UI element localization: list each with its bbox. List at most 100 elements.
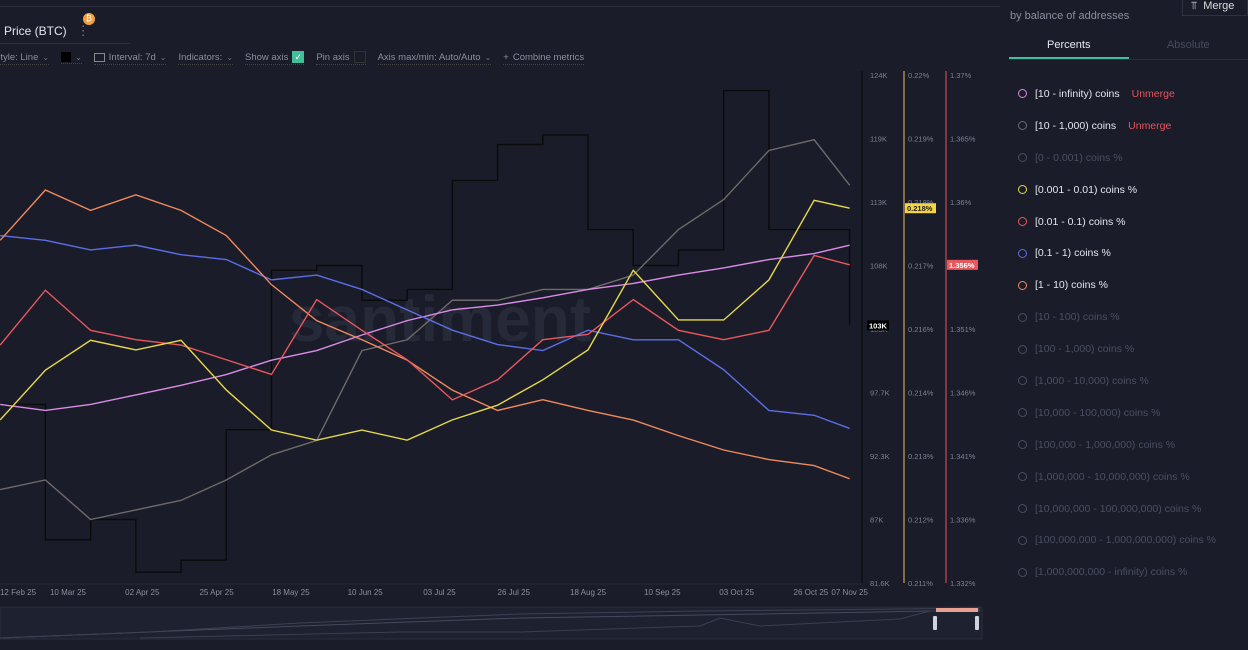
color-swatch — [61, 52, 72, 62]
metric-list-item[interactable]: [10,000 - 100,000) coins % — [1018, 397, 1248, 429]
y-tick-label: 0.211% — [908, 579, 933, 588]
metric-tab-price[interactable]: Price (BTC) ⋮ — [0, 18, 130, 44]
metric-list-item[interactable]: [10,000,000 - 100,000,000) coins % — [1018, 493, 1248, 525]
metric-list-item[interactable]: [100 - 1,000) coins % — [1018, 333, 1248, 365]
y-tick-label: 0.219% — [908, 135, 934, 144]
y-tick-label: 0.217% — [908, 262, 934, 271]
x-tick-label: 03 Oct 25 — [719, 588, 754, 597]
y-tick-label: 0.213% — [908, 452, 934, 461]
circle-icon[interactable] — [1018, 185, 1027, 195]
color-dropdown[interactable]: ⌄ — [61, 52, 82, 64]
chart-toolbar: Style: Line⌄ ⌄ Interval: 7d⌄ Indicators:… — [0, 50, 585, 66]
series-line — [0, 189, 850, 480]
y-tick-label: 97.7K — [870, 389, 890, 398]
metric-list-item[interactable]: [1,000,000 - 10,000,000) coins % — [1018, 461, 1248, 493]
tab-absolute[interactable]: Absolute — [1166, 39, 1210, 51]
metric-label: [0.1 - 1) coins % — [1035, 247, 1111, 260]
tab-percents[interactable]: Percents — [1009, 32, 1129, 59]
show-axis-toggle[interactable]: Show axis ✓ — [245, 51, 305, 65]
metric-list-item[interactable]: [1 - 10) coins % — [1018, 269, 1248, 301]
bitcoin-icon: ₿ — [83, 13, 95, 25]
y-tick-label: 124K — [870, 71, 888, 80]
y-tick-label: 92.3K — [870, 452, 890, 461]
metric-list-item[interactable]: [100,000 - 1,000,000) coins % — [1018, 429, 1248, 461]
circle-icon[interactable] — [1018, 440, 1027, 450]
x-tick-label: 03 Jul 25 — [423, 588, 456, 597]
metric-list-item[interactable]: [1,000 - 10,000) coins % — [1018, 365, 1248, 397]
navigator-line — [0, 607, 981, 639]
interval-label: Interval: 7d — [108, 51, 156, 63]
y-tick-label: 0.216% — [908, 325, 934, 334]
circle-icon[interactable] — [1018, 344, 1027, 354]
y-tick-label: 1.346% — [950, 389, 976, 398]
current-value-badge — [905, 203, 936, 214]
circle-icon[interactable] — [1018, 248, 1027, 258]
metric-list-item[interactable]: [0.1 - 1) coins % — [1018, 237, 1248, 269]
show-axis-label: Show axis — [245, 51, 289, 63]
metric-list-item[interactable]: [10 - 100) coins % — [1018, 301, 1248, 333]
x-tick-label: 12 Feb 25 — [0, 588, 37, 597]
circle-icon[interactable] — [1018, 472, 1027, 482]
metric-label: [10,000,000 - 100,000,000) coins % — [1035, 502, 1202, 515]
current-value-label: 1.356% — [949, 261, 975, 270]
style-label: Style: Line — [0, 51, 39, 63]
series-line — [0, 244, 850, 412]
checkbox-unchecked-icon[interactable] — [353, 51, 366, 63]
y-tick-label: 87K — [870, 516, 883, 525]
current-value-label: 103K — [869, 321, 888, 330]
navigator-line — [139, 610, 980, 639]
y-tick-label: 1.332% — [950, 579, 976, 588]
interval-dropdown[interactable]: Interval: 7d ⌄ — [93, 51, 167, 65]
indicators-dropdown[interactable]: Indicators: ⌄ — [178, 51, 234, 65]
x-tick-label: 18 Aug 25 — [570, 588, 607, 597]
circle-icon[interactable] — [1018, 280, 1027, 290]
circle-icon[interactable] — [1018, 535, 1027, 545]
circle-icon[interactable] — [1018, 567, 1027, 577]
merge-button[interactable]: ⫪ Merge — [1182, 0, 1248, 16]
series-line — [0, 234, 850, 430]
y-tick-label: 1.336% — [950, 516, 976, 525]
sidebar-subtitle: by balance of addresses — [1010, 10, 1130, 22]
unmerge-button[interactable]: Unmerge — [1128, 119, 1172, 132]
metric-label: [0.001 - 0.01) coins % — [1035, 183, 1138, 196]
more-options-icon[interactable]: ⋮ — [76, 22, 90, 38]
y-tick-label: 1.37% — [950, 71, 972, 80]
metric-list-item[interactable]: [1,000,000,000 - infinity) coins % — [1018, 556, 1248, 588]
current-value-badge — [947, 259, 978, 270]
x-tick-label: 02 Apr 25 — [125, 588, 160, 597]
metric-label: [1,000 - 10,000) coins % — [1035, 374, 1149, 387]
navigator-track — [0, 606, 983, 640]
axis-maxmin-dropdown[interactable]: Axis max/min: Auto/Auto ⌄ — [377, 52, 492, 65]
chevron-down-icon: ⌄ — [75, 52, 82, 62]
checkbox-checked-icon[interactable]: ✓ — [292, 51, 305, 63]
style-dropdown[interactable]: Style: Line⌄ — [0, 51, 50, 65]
metric-label: [100,000,000 - 1,000,000,000) coins % — [1035, 534, 1216, 547]
unmerge-button[interactable]: Unmerge — [1131, 87, 1175, 100]
pin-axis-toggle[interactable]: Pin axis — [316, 51, 366, 65]
circle-icon[interactable] — [1018, 153, 1027, 163]
navigator-handle-right[interactable] — [975, 616, 979, 630]
metric-list-item[interactable]: [0.01 - 0.1) coins % — [1018, 206, 1248, 238]
circle-icon[interactable] — [1018, 121, 1027, 131]
y-tick-label: 108K — [870, 262, 888, 271]
circle-icon[interactable] — [1018, 408, 1027, 418]
circle-icon[interactable] — [1018, 89, 1027, 99]
circle-icon[interactable] — [1018, 376, 1027, 386]
metric-label: [1,000,000 - 10,000,000) coins % — [1035, 470, 1190, 483]
metric-list-item[interactable]: [0.001 - 0.01) coins % — [1018, 174, 1248, 206]
navigator-handle-left[interactable] — [933, 616, 937, 630]
y-tick-label: 1.365% — [950, 135, 976, 144]
combine-metrics-button[interactable]: + Combine metrics — [503, 51, 585, 65]
combine-metrics-label: Combine metrics — [512, 51, 585, 63]
metric-list-item[interactable]: [100,000,000 - 1,000,000,000) coins % — [1018, 524, 1248, 556]
metric-list-item[interactable]: [10 - 1,000) coins Unmerge — [1018, 110, 1248, 142]
circle-icon[interactable] — [1018, 312, 1027, 322]
metric-list-item[interactable]: [10 - infinity) coins Unmerge — [1018, 78, 1248, 110]
metric-label: [10 - 100) coins % — [1035, 311, 1120, 324]
y-tick-label: 0.212% — [908, 516, 934, 525]
metric-list-item[interactable]: [0 - 0.001) coins % — [1018, 142, 1248, 174]
circle-icon[interactable] — [1018, 217, 1027, 226]
circle-icon[interactable] — [1018, 504, 1027, 514]
indicators-label: Indicators: — [178, 51, 223, 63]
